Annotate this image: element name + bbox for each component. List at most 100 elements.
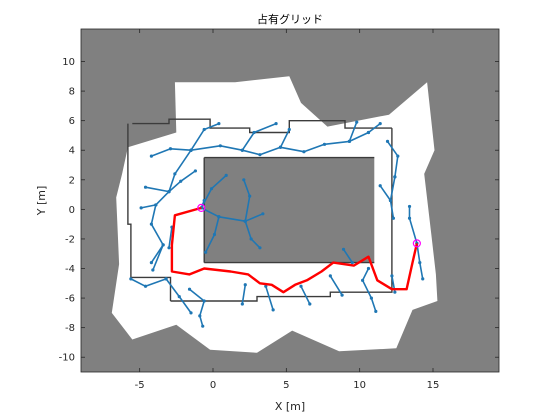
tree-branch — [329, 275, 343, 296]
x-tick-label: 10 — [353, 380, 366, 391]
tree-node — [308, 302, 312, 306]
tree-node — [378, 184, 382, 188]
tree-branch — [241, 283, 247, 305]
wall — [127, 123, 172, 301]
tree-node — [366, 266, 371, 271]
tree-node — [143, 284, 148, 288]
tree-node — [340, 293, 344, 297]
start-marker — [197, 203, 206, 212]
tree-branch — [264, 285, 274, 311]
tree-node — [287, 127, 291, 132]
inner-unknown-block — [204, 157, 375, 263]
tree-node — [390, 274, 394, 278]
tree-node — [271, 308, 275, 312]
tree-node — [302, 150, 306, 154]
tree-node — [217, 122, 221, 126]
x-tick-label: 15 — [427, 380, 440, 391]
walls-layer — [127, 118, 393, 302]
y-tick-label: 8 — [69, 87, 75, 98]
tree-node — [143, 185, 148, 189]
y-tick-label: -10 — [59, 353, 75, 364]
tree-node — [173, 172, 177, 176]
x-tick-label: 0 — [210, 380, 216, 391]
tree-branch — [379, 184, 392, 202]
tree-node — [374, 309, 378, 313]
tree-node — [407, 204, 412, 209]
tree-node — [224, 173, 228, 177]
tree-node — [202, 299, 206, 303]
tree-node — [258, 246, 262, 250]
tree-branch — [279, 128, 291, 149]
tree-branch — [150, 204, 164, 264]
x-axis-label: X [m] — [275, 400, 305, 413]
y-tick-label: 6 — [69, 116, 75, 127]
tree-node — [151, 268, 155, 272]
tree-node — [242, 178, 246, 182]
tree-node — [391, 216, 395, 220]
tree-branch — [348, 121, 358, 143]
tree-node — [201, 324, 205, 328]
y-tick-label: 2 — [69, 175, 75, 186]
path-layer — [170, 203, 421, 294]
x-tick-label: -5 — [135, 380, 145, 391]
tree-node — [421, 277, 425, 281]
tree-branch — [168, 226, 173, 249]
tree-node — [167, 190, 171, 194]
tree-node — [164, 277, 168, 281]
tree-node — [202, 198, 206, 203]
tree-node — [189, 148, 193, 152]
tree-node — [154, 203, 158, 207]
tree-node — [328, 274, 332, 278]
tree-node — [240, 302, 244, 306]
tree-node — [139, 206, 143, 210]
tree-branch — [367, 122, 382, 134]
tree-node — [393, 290, 397, 294]
tree-node — [179, 179, 183, 183]
y-tick-label: -2 — [65, 234, 75, 245]
tree-branch — [200, 207, 264, 222]
x-tick-label: 5 — [283, 380, 289, 391]
plot-area — [80, 28, 500, 373]
tree-node — [388, 198, 393, 203]
tree-node — [161, 243, 165, 247]
goal-marker — [412, 239, 421, 248]
tree-node — [177, 294, 181, 299]
tree-branch — [342, 248, 354, 264]
y-axis-label: Y [m] — [35, 186, 48, 217]
x-axis: -5 0 5 10 15 — [135, 29, 440, 391]
rrt-tree-layer — [129, 120, 425, 328]
chart-title: 占有グリッド — [257, 12, 323, 26]
tree-node — [243, 219, 247, 223]
tree-node — [278, 145, 283, 149]
tree-node — [385, 139, 390, 143]
tree-node — [204, 250, 208, 254]
y-tick-label: 10 — [62, 57, 75, 68]
tree-node — [258, 153, 262, 157]
tree-node — [366, 130, 371, 135]
tree-node — [240, 148, 244, 152]
tree-node — [217, 215, 221, 219]
tree-node — [407, 216, 412, 220]
tree-branch — [152, 244, 164, 271]
tree-node — [396, 154, 400, 158]
tree-node — [129, 277, 133, 281]
y-tick-label: 0 — [69, 205, 75, 216]
tree-branch — [144, 149, 192, 193]
tree-node — [299, 284, 303, 288]
tree-node — [393, 175, 397, 179]
y-axis: 10 8 6 4 2 0 -2 -4 -6 -8 -10 — [59, 57, 499, 364]
axes-frame — [80, 28, 500, 373]
tree-node — [322, 142, 327, 146]
tree-node — [341, 247, 346, 251]
y-tick-label: -6 — [65, 294, 75, 305]
tree-node — [274, 122, 278, 126]
tree-node — [189, 311, 193, 315]
tree-node — [202, 127, 206, 132]
wall — [170, 128, 393, 302]
tree-branch — [188, 288, 205, 328]
wall — [132, 118, 392, 134]
tree-node — [168, 147, 173, 151]
tree-node — [369, 296, 373, 300]
tree-node — [149, 260, 153, 265]
